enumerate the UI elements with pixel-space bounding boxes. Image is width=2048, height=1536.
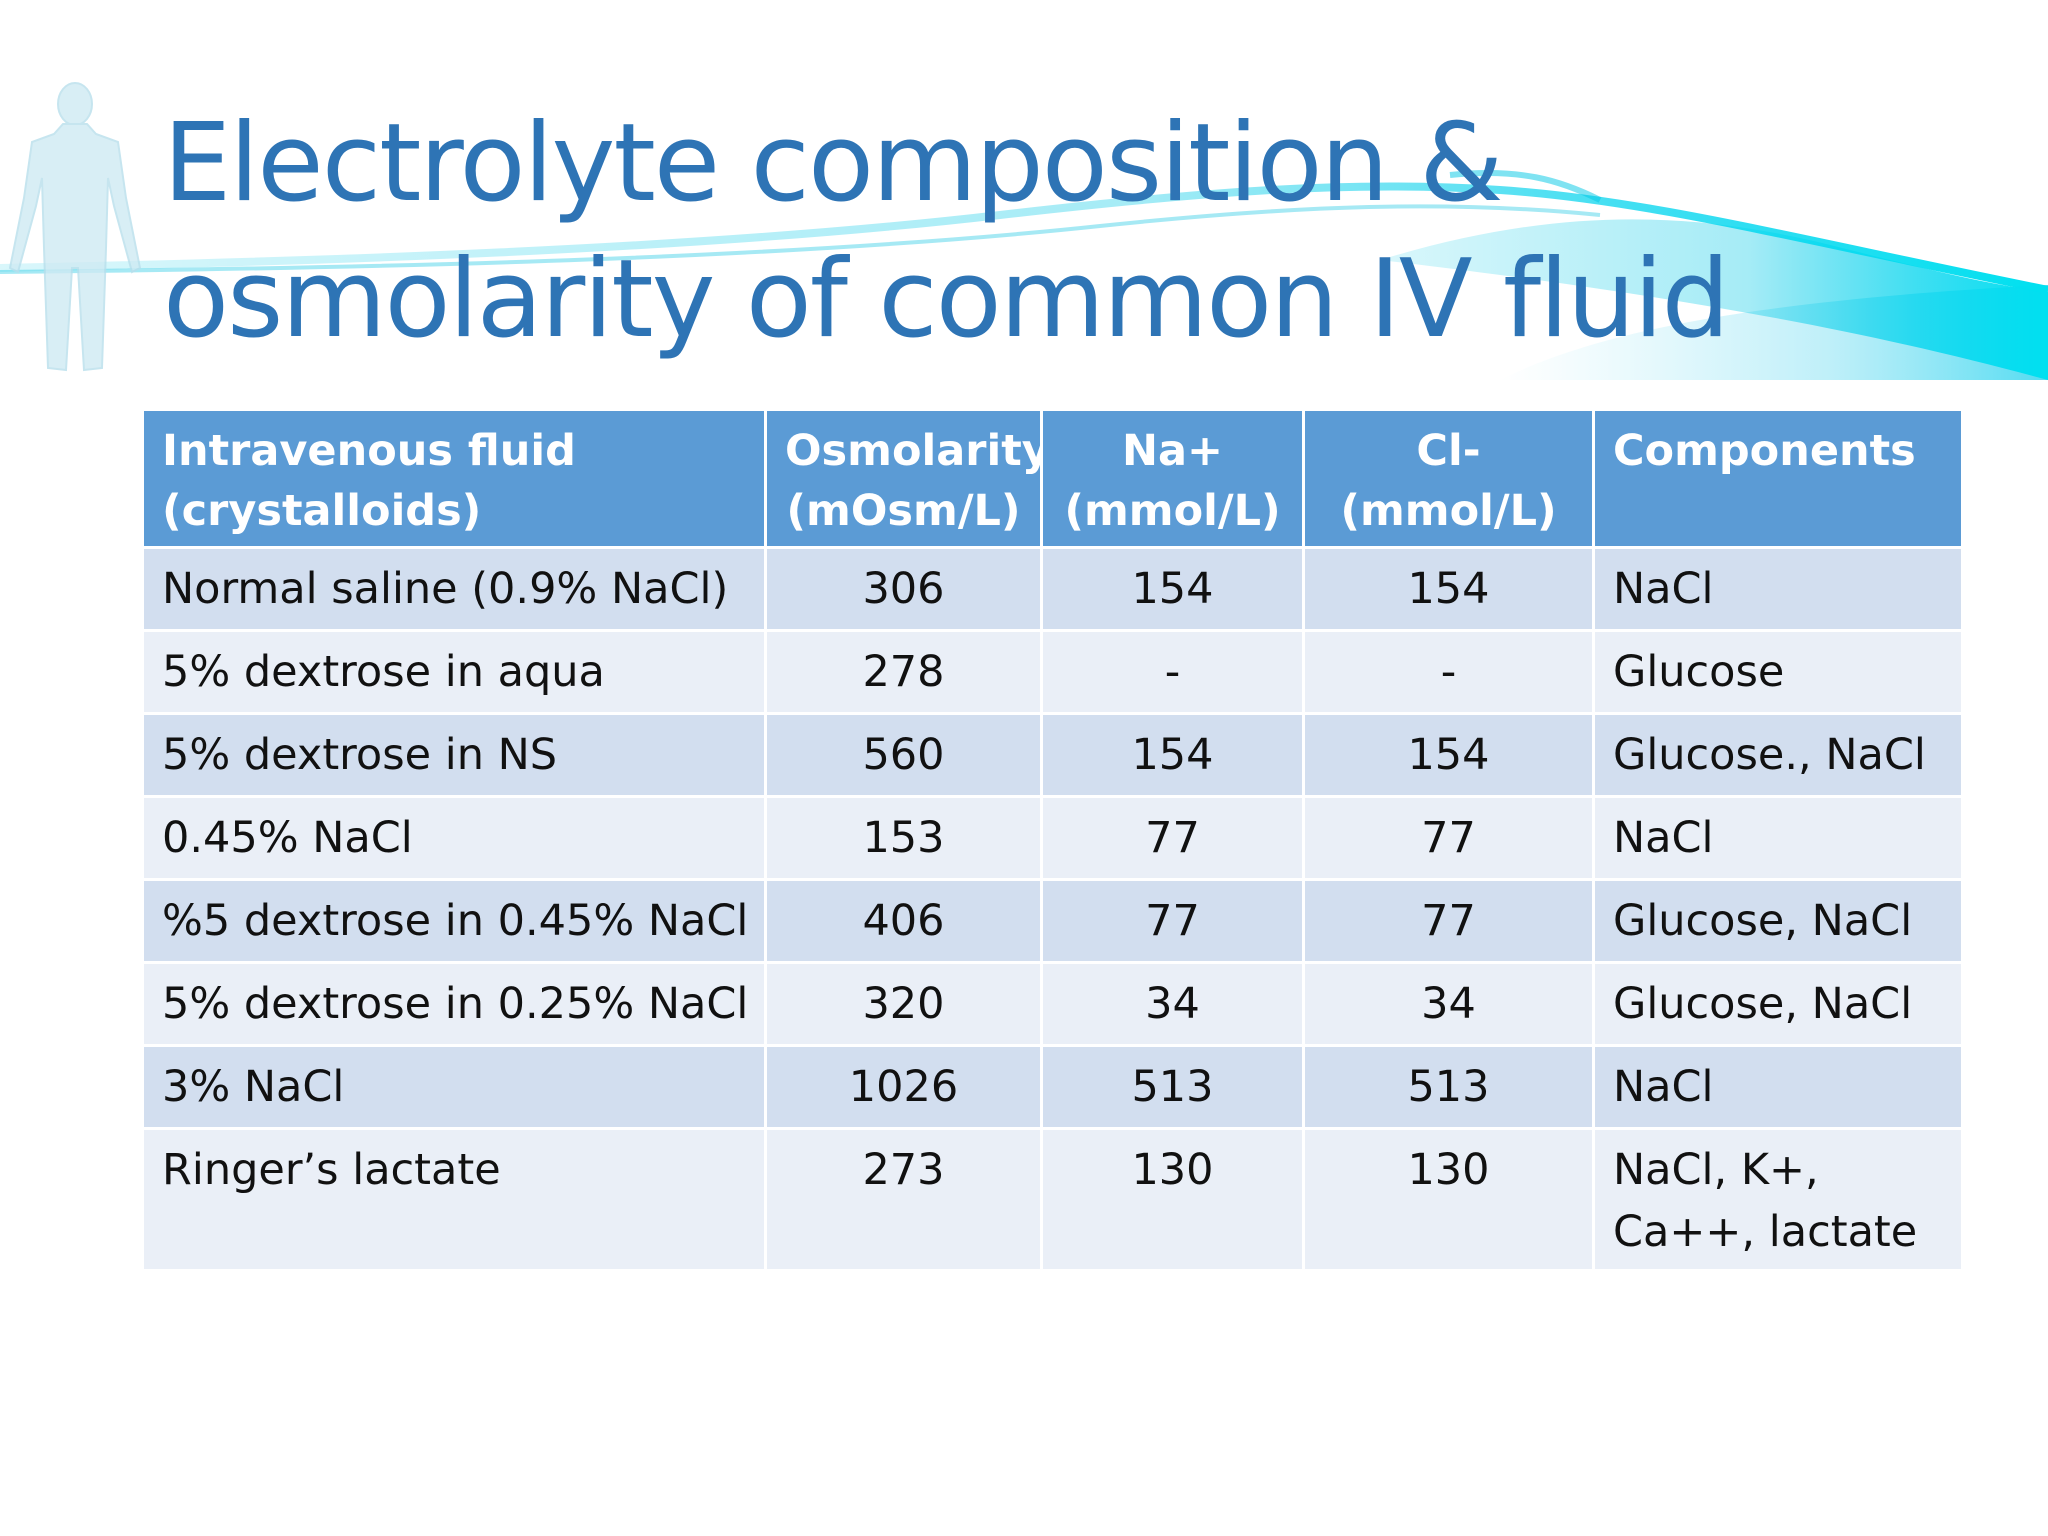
table-row: 5% dextrose in NS 560 154 154 Glucose., … [141,712,1964,798]
header-line: (mmol/L) [1340,486,1557,536]
cell-components: Glucose, NaCl [1592,961,1964,1047]
cell-sodium: 154 [1040,546,1305,632]
cell-sodium: 513 [1040,1044,1305,1130]
header-line: Na+ [1121,426,1224,476]
water-wave-icon [0,170,2048,380]
cell-fluid: Normal saline (0.9% NaCl) [141,546,767,632]
cell-sodium: 77 [1040,878,1305,964]
header-components: Components [1592,408,1964,549]
cell-fluid: 0.45% NaCl [141,795,767,881]
cell-chloride: - [1302,629,1595,715]
table-row: 3% NaCl 1026 513 513 NaCl [141,1044,1964,1130]
table-row: 0.45% NaCl 153 77 77 NaCl [141,795,1964,881]
human-figure-icon [8,82,142,372]
header-line: (mOsm/L) [786,486,1021,536]
cell-sodium: 77 [1040,795,1305,881]
cell-fluid: 5% dextrose in aqua [141,629,767,715]
header-intravenous-fluid: Intravenous fluid (crystalloids) [141,408,767,549]
title-line-1: Electrolyte composition & [163,101,1504,226]
cell-fluid: Ringer’s lactate [141,1127,767,1272]
header-line: Cl- [1416,426,1481,476]
cell-osmolarity: 320 [764,961,1043,1047]
cell-components: Glucose, NaCl [1592,878,1964,964]
cell-fluid: 5% dextrose in 0.25% NaCl [141,961,767,1047]
cell-components: NaCl [1592,1044,1964,1130]
cell-components: NaCl [1592,795,1964,881]
cell-sodium: 130 [1040,1127,1305,1272]
cell-sodium: 34 [1040,961,1305,1047]
cell-fluid: 3% NaCl [141,1044,767,1130]
iv-fluid-table: Intravenous fluid (crystalloids) Osmolar… [141,408,1964,1272]
table-row: 5% dextrose in aqua 278 - - Glucose [141,629,1964,715]
header-sodium: Na+ (mmol/L) [1040,408,1305,549]
cell-chloride: 130 [1302,1127,1595,1272]
header-chloride: Cl- (mmol/L) [1302,408,1595,549]
slide-title: Electrolyte composition & osmolarity of … [163,96,1983,368]
cell-chloride: 77 [1302,795,1595,881]
cell-osmolarity: 278 [764,629,1043,715]
table-row: Normal saline (0.9% NaCl) 306 154 154 Na… [141,546,1964,632]
cell-osmolarity: 1026 [764,1044,1043,1130]
header-line: Osmolarity [785,426,1042,476]
cell-fluid: %5 dextrose in 0.45% NaCl [141,878,767,964]
cell-chloride: 154 [1302,546,1595,632]
header-line: Intravenous fluid [162,426,576,476]
cell-osmolarity: 406 [764,878,1043,964]
cell-osmolarity: 560 [764,712,1043,798]
cell-osmolarity: 153 [764,795,1043,881]
cell-chloride: 154 [1302,712,1595,798]
cell-fluid: 5% dextrose in NS [141,712,767,798]
cell-components: Glucose., NaCl [1592,712,1964,798]
table-row: Ringer’s lactate 273 130 130 NaCl, K+, C… [141,1127,1964,1272]
cell-sodium: 154 [1040,712,1305,798]
header-line: Components [1613,426,1916,476]
cell-chloride: 77 [1302,878,1595,964]
title-line-2: osmolarity of common IV fluid [163,237,1730,362]
cell-chloride: 513 [1302,1044,1595,1130]
cell-osmolarity: 306 [764,546,1043,632]
cell-components: NaCl, K+, Ca++, lactate [1592,1127,1964,1272]
header-line: (mmol/L) [1064,486,1281,536]
header-osmolarity: Osmolarity (mOsm/L) [764,408,1043,549]
cell-components: Glucose [1592,629,1964,715]
table-row: %5 dextrose in 0.45% NaCl 406 77 77 Gluc… [141,878,1964,964]
cell-osmolarity: 273 [764,1127,1043,1272]
table-row: 5% dextrose in 0.25% NaCl 320 34 34 Gluc… [141,961,1964,1047]
header-line: (crystalloids) [162,486,482,536]
cell-chloride: 34 [1302,961,1595,1047]
cell-components: NaCl [1592,546,1964,632]
cell-sodium: - [1040,629,1305,715]
table-header-row: Intravenous fluid (crystalloids) Osmolar… [141,408,1964,549]
